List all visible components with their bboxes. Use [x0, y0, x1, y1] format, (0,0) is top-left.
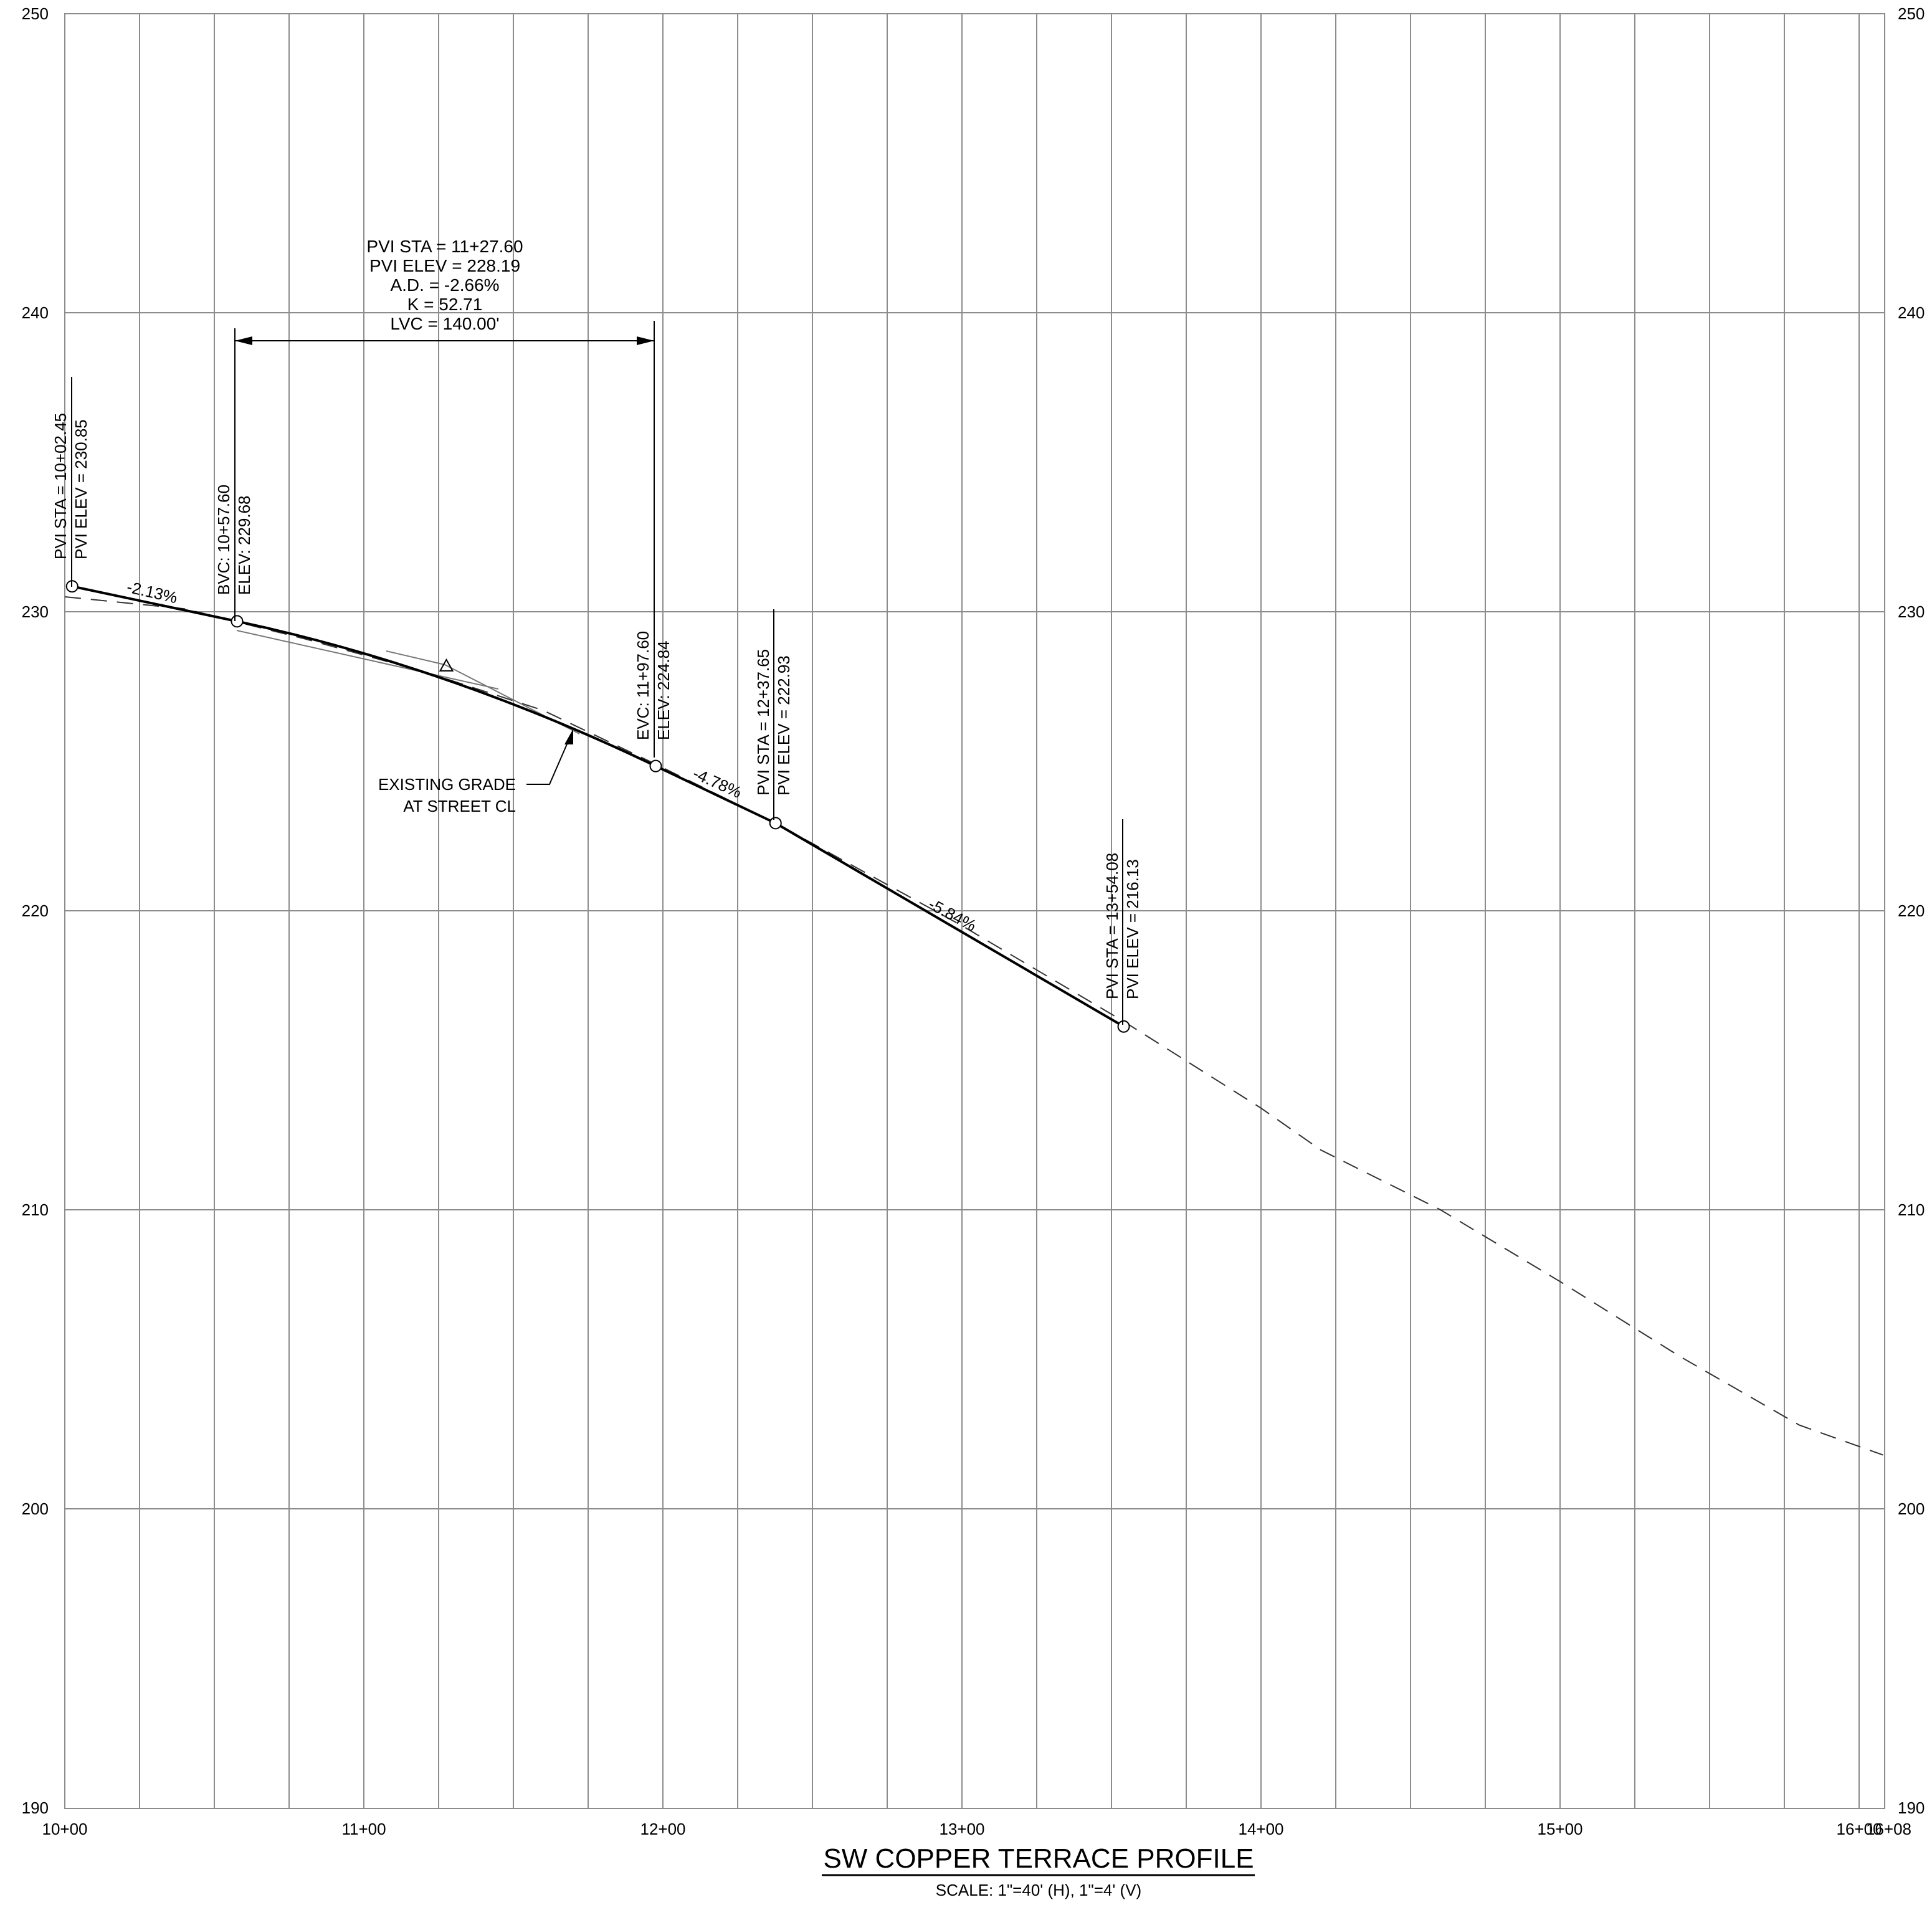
- curve-k: K = 52.71: [407, 295, 483, 314]
- vertical-curve-annotation: PVI STA = 11+27.60 PVI ELEV = 228.19 A.D…: [366, 237, 523, 333]
- station-label-14: 14+00: [1238, 1820, 1283, 1838]
- pvi3-annotation: PVI STA = 12+37.65 PVI ELEV = 222.93: [754, 649, 793, 796]
- bvc-elev: ELEV: 229.68: [235, 496, 254, 596]
- elev-label-230-right: 230: [1898, 602, 1925, 621]
- pvi1-annotation: PVI STA = 10+02.45 PVI ELEV = 230.85: [51, 413, 90, 559]
- elevation-axis-left: 250 240 230 220 210 200 190: [22, 4, 49, 1817]
- station-label-12: 12+00: [640, 1820, 685, 1838]
- station-label-15: 15+00: [1537, 1820, 1582, 1838]
- elev-label-250-left: 250: [22, 4, 49, 23]
- bvc-marker: [231, 615, 244, 628]
- elev-label-200-right: 200: [1898, 1499, 1925, 1518]
- elev-label-230-left: 230: [22, 602, 49, 621]
- station-label-11: 11+00: [341, 1820, 386, 1838]
- elev-label-220-left: 220: [22, 901, 49, 920]
- design-profile-line: [72, 585, 1125, 1028]
- curve-ad: A.D. = -2.66%: [390, 275, 499, 295]
- station-axis: 10+00 11+00 12+00 13+00 14+00 15+00 16+0…: [42, 1820, 1911, 1838]
- pvi3-elev: PVI ELEV = 222.93: [774, 655, 793, 796]
- elevation-axis-right: 250 240 230 220 210 200 190: [1898, 4, 1925, 1817]
- profile-markers: [65, 580, 1130, 1033]
- curve-pvi-elev: PVI ELEV = 228.19: [369, 256, 520, 275]
- existing-grade-arrow: [564, 729, 573, 744]
- lvc-dimension: [235, 336, 654, 345]
- plot-frame: [64, 13, 1885, 1809]
- curve-pvi-triangle: [439, 658, 454, 672]
- curve-pvi-sta: PVI STA = 11+27.60: [366, 237, 523, 256]
- grid: [65, 14, 1885, 1808]
- elev-label-240-left: 240: [22, 303, 49, 322]
- curve-lvc: LVC = 140.00': [390, 314, 499, 333]
- elev-label-200-left: 200: [22, 1499, 49, 1518]
- lvc-arrow-left: [235, 336, 252, 345]
- lvc-arrow-right: [637, 336, 654, 345]
- pvi1-elev: PVI ELEV = 230.85: [72, 419, 90, 559]
- pvi3-marker: [769, 817, 782, 830]
- elev-label-210-right: 210: [1898, 1200, 1925, 1219]
- existing-grade-note: EXISTING GRADE AT STREET CL: [378, 729, 573, 815]
- elev-label-220-right: 220: [1898, 901, 1925, 920]
- pvi4-annotation: PVI STA = 13+54.08 PVI ELEV = 216.13: [1103, 853, 1142, 999]
- pvi4-elev: PVI ELEV = 216.13: [1123, 859, 1142, 999]
- station-label-end: 16+08: [1866, 1820, 1911, 1838]
- evc-sta: EVC: 11+97.60: [634, 631, 652, 740]
- grade-label-3: -5.84%: [925, 895, 979, 935]
- bvc-annotation: BVC: 10+57.60 ELEV: 229.68: [214, 485, 254, 595]
- drawing-title: SW COPPER TERRACE PROFILE: [823, 1843, 1254, 1874]
- station-label-10: 10+00: [42, 1820, 87, 1838]
- pvi1-sta: PVI STA = 10+02.45: [51, 413, 70, 559]
- tangent-extension-line: [236, 630, 499, 690]
- elev-label-190-left: 190: [22, 1798, 49, 1817]
- station-label-16: 16+00: [1836, 1820, 1882, 1838]
- pvi4-sta: PVI STA = 13+54.08: [1103, 853, 1121, 999]
- existing-grade-line1: EXISTING GRADE: [378, 775, 516, 794]
- elev-label-210-left: 210: [22, 1200, 49, 1219]
- elev-label-190-right: 190: [1898, 1798, 1925, 1817]
- tangent-in-line: [386, 650, 445, 665]
- existing-grade-line2: AT STREET CL: [403, 797, 516, 815]
- bvc-sta: BVC: 10+57.60: [214, 485, 233, 595]
- annotation-leaders: [71, 321, 1123, 1025]
- drawing-scale: SCALE: 1"=40' (H), 1"=4' (V): [936, 1881, 1141, 1899]
- station-label-13: 13+00: [939, 1820, 984, 1838]
- pvi4-marker: [1117, 1020, 1130, 1033]
- pvi3-sta: PVI STA = 12+37.65: [754, 649, 773, 796]
- construction-lines: [236, 630, 580, 734]
- elev-label-240-right: 240: [1898, 303, 1925, 322]
- evc-marker: [649, 759, 662, 772]
- existing-grade-line: [64, 596, 1883, 1456]
- evc-annotation: EVC: 11+97.60 ELEV: 224.84: [634, 631, 673, 740]
- existing-grade-leader: [526, 736, 571, 785]
- evc-elev: ELEV: 224.84: [654, 641, 673, 741]
- elev-label-250-right: 250: [1898, 4, 1925, 23]
